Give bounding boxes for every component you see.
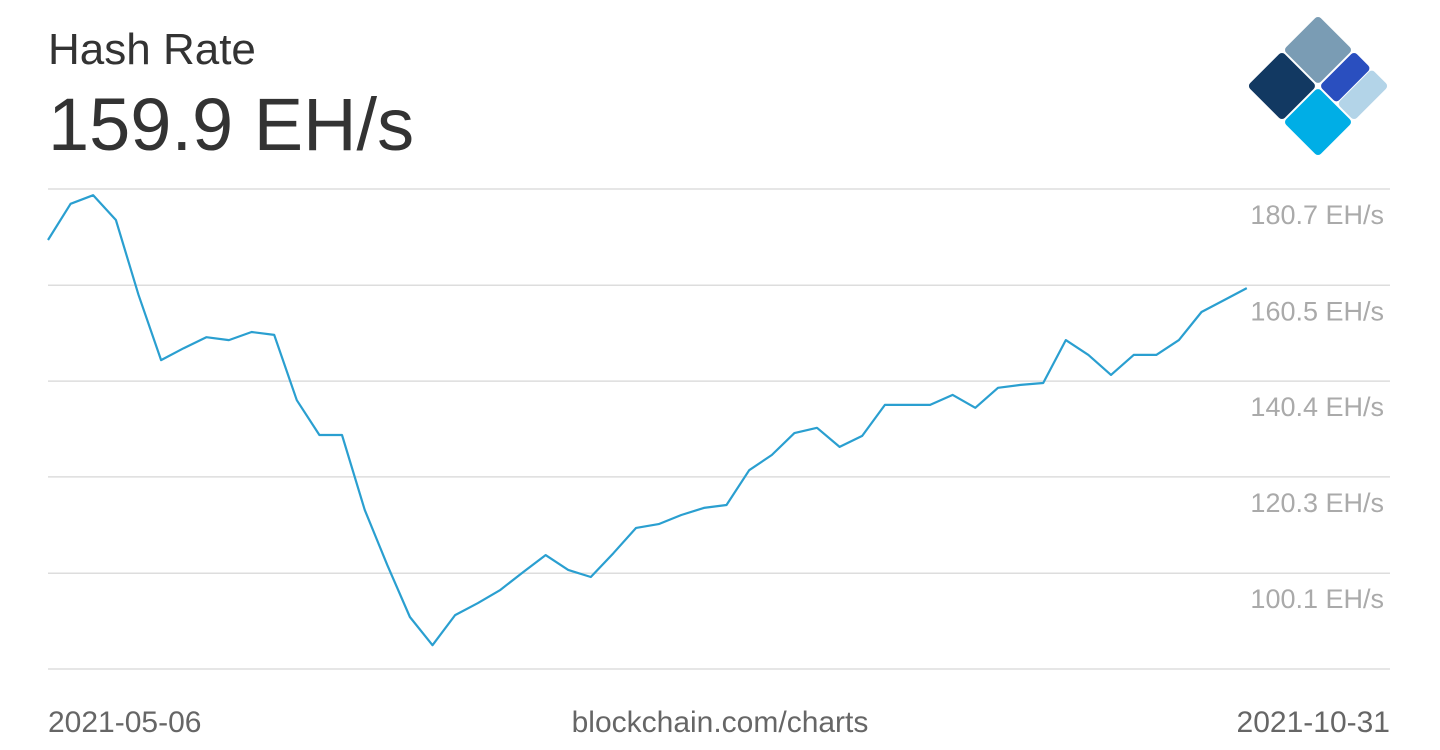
- y-tick-label: 160.5 EH/s: [1250, 296, 1384, 326]
- logo: [1248, 16, 1388, 156]
- y-tick-label: 180.7 EH/s: [1250, 200, 1384, 230]
- y-tick-label: 100.1 EH/s: [1250, 584, 1384, 614]
- y-tick-label: 120.3 EH/s: [1250, 488, 1384, 518]
- x-tick-label: 2021-05-06: [48, 706, 201, 739]
- caption: blockchain.com/charts: [572, 706, 869, 739]
- chart-title: Hash Rate: [48, 25, 256, 74]
- logo-piece: [1338, 70, 1388, 119]
- y-tick-label: 140.4 EH/s: [1250, 392, 1384, 422]
- logo-piece: [1321, 53, 1370, 102]
- logo-piece: [1285, 89, 1351, 156]
- chart-subtitle: 159.9 EH/s: [48, 83, 414, 166]
- data-line: [47, 194, 1248, 647]
- x-tick-label: 2021-10-31: [1237, 706, 1390, 739]
- logo-piece: [1248, 53, 1315, 119]
- logo-piece: [1285, 16, 1351, 83]
